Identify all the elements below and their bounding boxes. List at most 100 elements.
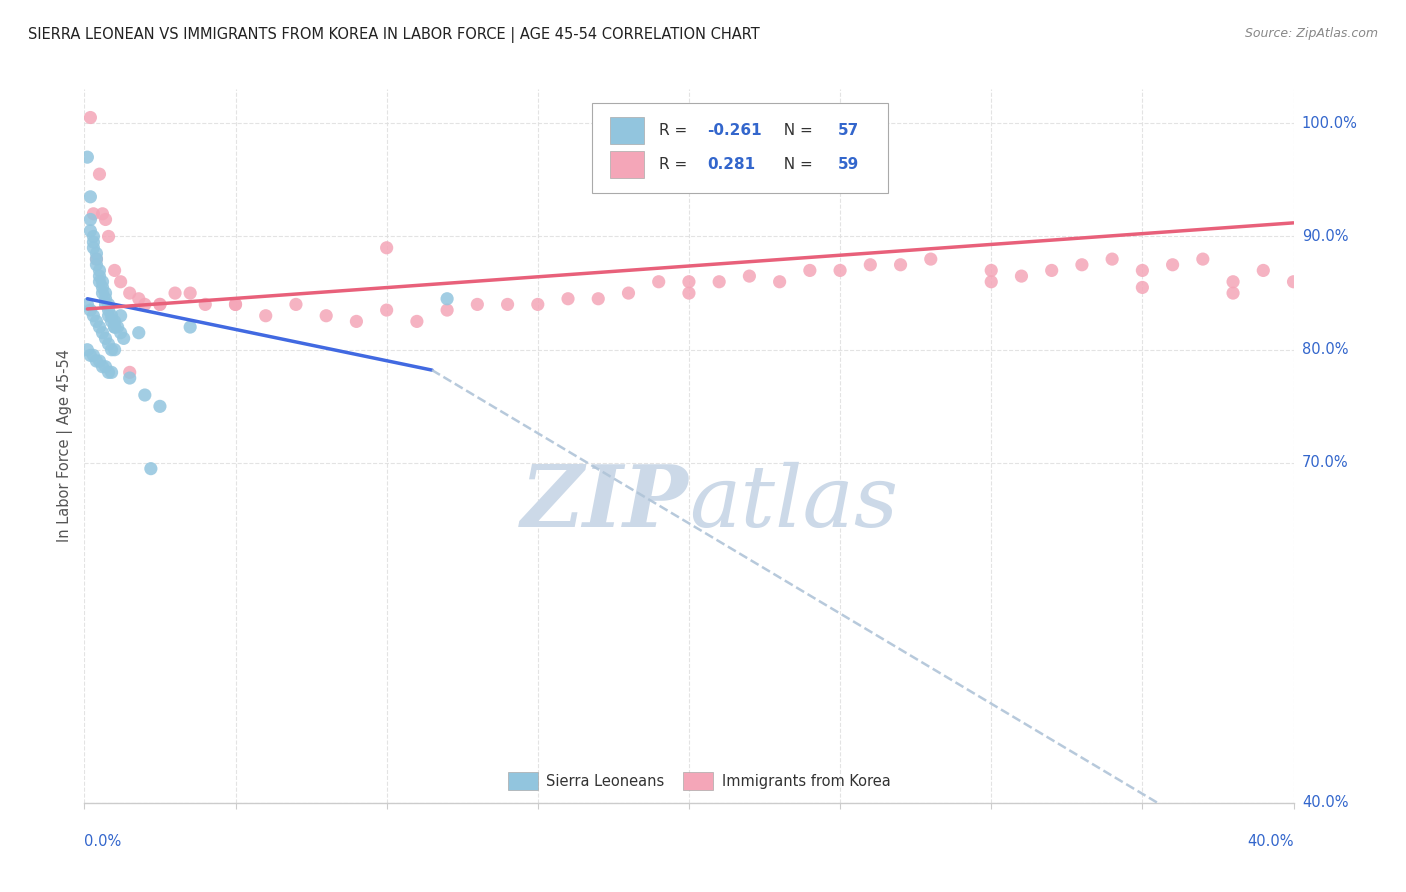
Point xyxy=(100,309,122,323)
Point xyxy=(284,297,308,311)
Point xyxy=(709,275,731,289)
Point xyxy=(194,297,217,311)
Text: 90.0%: 90.0% xyxy=(1302,229,1348,244)
Point xyxy=(139,461,162,475)
Point xyxy=(678,286,700,301)
Text: 80.0%: 80.0% xyxy=(1302,343,1348,357)
Y-axis label: In Labor Force | Age 45-54: In Labor Force | Age 45-54 xyxy=(58,350,73,542)
Point xyxy=(97,297,120,311)
Point xyxy=(94,297,117,311)
Point xyxy=(76,343,98,357)
Point xyxy=(110,326,132,340)
Bar xyxy=(508,772,538,790)
Point xyxy=(346,314,368,328)
Point xyxy=(94,359,117,374)
Text: Sierra Leoneans: Sierra Leoneans xyxy=(547,774,665,789)
Point xyxy=(1130,280,1153,294)
Point xyxy=(1191,252,1213,266)
Point xyxy=(107,320,129,334)
Text: Source: ZipAtlas.com: Source: ZipAtlas.com xyxy=(1244,27,1378,40)
FancyBboxPatch shape xyxy=(592,103,889,193)
Point xyxy=(890,258,912,272)
Point xyxy=(436,303,458,318)
Point xyxy=(769,275,792,289)
Text: -0.261: -0.261 xyxy=(707,123,762,138)
Point xyxy=(79,224,101,238)
Point xyxy=(104,320,127,334)
Point xyxy=(94,331,117,345)
Point xyxy=(1101,252,1123,266)
Point xyxy=(97,229,120,244)
Point xyxy=(110,275,132,289)
Point xyxy=(82,309,104,323)
Text: ZIP: ZIP xyxy=(522,461,689,545)
Text: 100.0%: 100.0% xyxy=(1302,116,1358,131)
Text: 0.0%: 0.0% xyxy=(84,834,121,849)
Point xyxy=(86,246,108,260)
Text: 59: 59 xyxy=(838,157,859,172)
Bar xyxy=(610,152,644,178)
Point xyxy=(89,167,111,181)
Point xyxy=(91,207,114,221)
Bar xyxy=(683,772,713,790)
Point xyxy=(980,275,1002,289)
Text: Immigrants from Korea: Immigrants from Korea xyxy=(721,774,890,789)
Point xyxy=(86,252,108,266)
Point xyxy=(647,275,671,289)
Point xyxy=(104,263,127,277)
Point xyxy=(97,337,120,351)
Point xyxy=(86,354,108,368)
Point xyxy=(94,212,117,227)
Point xyxy=(89,263,111,277)
Point xyxy=(588,292,610,306)
Point xyxy=(94,286,117,301)
Point xyxy=(496,297,519,311)
Point xyxy=(436,292,458,306)
Point xyxy=(89,320,111,334)
Point xyxy=(97,303,120,318)
Point xyxy=(86,314,108,328)
Point xyxy=(225,297,247,311)
Point xyxy=(179,320,201,334)
Point xyxy=(920,252,942,266)
Point xyxy=(859,258,882,272)
Point xyxy=(134,388,156,402)
Point xyxy=(104,314,127,328)
Point xyxy=(1130,263,1153,277)
Text: SIERRA LEONEAN VS IMMIGRANTS FROM KOREA IN LABOR FORCE | AGE 45-54 CORRELATION C: SIERRA LEONEAN VS IMMIGRANTS FROM KOREA … xyxy=(28,27,759,43)
Point xyxy=(82,229,104,244)
Point xyxy=(76,297,98,311)
Point xyxy=(97,309,120,323)
Point xyxy=(375,303,398,318)
Point xyxy=(375,241,398,255)
Point xyxy=(738,269,761,284)
Text: atlas: atlas xyxy=(689,462,898,544)
Point xyxy=(91,326,114,340)
Point xyxy=(179,286,201,301)
Point xyxy=(830,263,852,277)
Text: 70.0%: 70.0% xyxy=(1302,456,1348,470)
Point xyxy=(79,303,101,318)
Text: 40.0%: 40.0% xyxy=(1247,834,1294,849)
Point xyxy=(1222,286,1244,301)
Point xyxy=(118,365,141,379)
Point xyxy=(134,297,156,311)
Point xyxy=(1161,258,1184,272)
Point xyxy=(254,309,277,323)
Point xyxy=(1222,275,1244,289)
Text: N =: N = xyxy=(773,157,817,172)
Point xyxy=(315,309,337,323)
Point xyxy=(163,286,186,301)
Point xyxy=(799,263,821,277)
Point xyxy=(79,212,101,227)
Point xyxy=(149,297,172,311)
Point xyxy=(79,348,101,362)
Point xyxy=(104,343,127,357)
Point xyxy=(617,286,640,301)
Point xyxy=(557,292,579,306)
Point xyxy=(91,286,114,301)
Point xyxy=(91,280,114,294)
Point xyxy=(82,348,104,362)
Point xyxy=(76,150,98,164)
Point xyxy=(91,359,114,374)
